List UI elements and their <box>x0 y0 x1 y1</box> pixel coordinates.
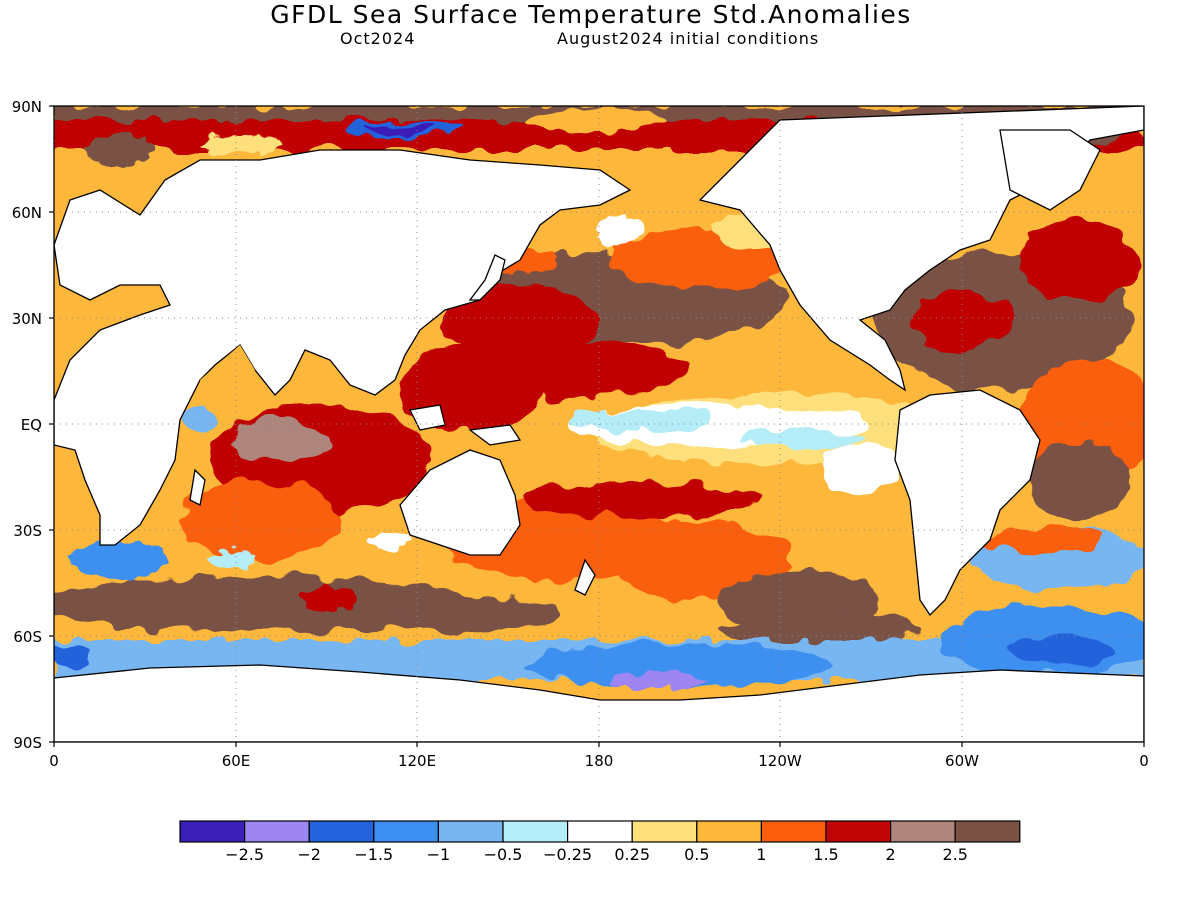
colorbar-swatch <box>760 820 827 843</box>
lat-label: 90S <box>13 734 42 752</box>
colorbar-swatch <box>502 820 569 843</box>
lat-label: 30N <box>12 310 42 328</box>
colorbar-label: −0.5 <box>484 845 523 864</box>
colorbar-swatch <box>308 820 375 843</box>
colorbar-label: 1.5 <box>813 845 838 864</box>
colorbar: −2.5 −2 −1.5 −1 −0.5 −0.25 0.25 0.5 1 1.5 2 2.5 <box>179 820 1021 864</box>
colorbar-label: 1 <box>756 845 766 864</box>
colorbar-label: −2.5 <box>225 845 264 864</box>
lat-label: 60S <box>13 628 42 646</box>
lat-label: EQ <box>21 416 42 434</box>
colorbar-label: −2 <box>297 845 321 864</box>
gridlines <box>54 106 1144 742</box>
colorbar-label: −1.5 <box>354 845 393 864</box>
lon-label: 60W <box>945 752 979 770</box>
lat-label: 90N <box>12 98 42 116</box>
land-masses <box>54 106 1144 742</box>
colorbar-swatch <box>566 820 633 843</box>
lon-label: 120E <box>398 752 436 770</box>
colorbar-swatch <box>373 820 439 843</box>
initial-conditions: August2024 initial conditions <box>557 29 820 48</box>
colorbar-label: 2.5 <box>942 845 967 864</box>
colorbar-label: 0.25 <box>614 845 650 864</box>
colorbar-swatch <box>437 820 504 843</box>
colorbar-label: −0.25 <box>543 845 592 864</box>
colorbar-swatch <box>889 820 956 843</box>
lon-label: 0 <box>49 752 59 770</box>
lon-label: 120W <box>758 752 802 770</box>
colorbar-swatch <box>825 820 892 843</box>
colorbar-swatch <box>179 820 246 843</box>
colorbar-label: 2 <box>886 845 896 864</box>
colorbar-label: −1 <box>427 845 451 864</box>
colorbar-label: 0.5 <box>684 845 709 864</box>
lon-label: 180 <box>585 752 614 770</box>
colorbar-swatch <box>954 820 1021 843</box>
colorbar-swatch <box>244 820 310 843</box>
lat-label: 30S <box>13 522 42 540</box>
lat-label: 60N <box>12 204 42 222</box>
lon-label: 60E <box>222 752 251 770</box>
colorbar-swatch <box>631 820 698 843</box>
forecast-month: Oct2024 <box>340 29 416 48</box>
page-title: GFDL Sea Surface Temperature Std.Anomali… <box>270 0 912 29</box>
colorbar-swatch <box>696 820 762 843</box>
lon-label: 0 <box>1139 752 1149 770</box>
